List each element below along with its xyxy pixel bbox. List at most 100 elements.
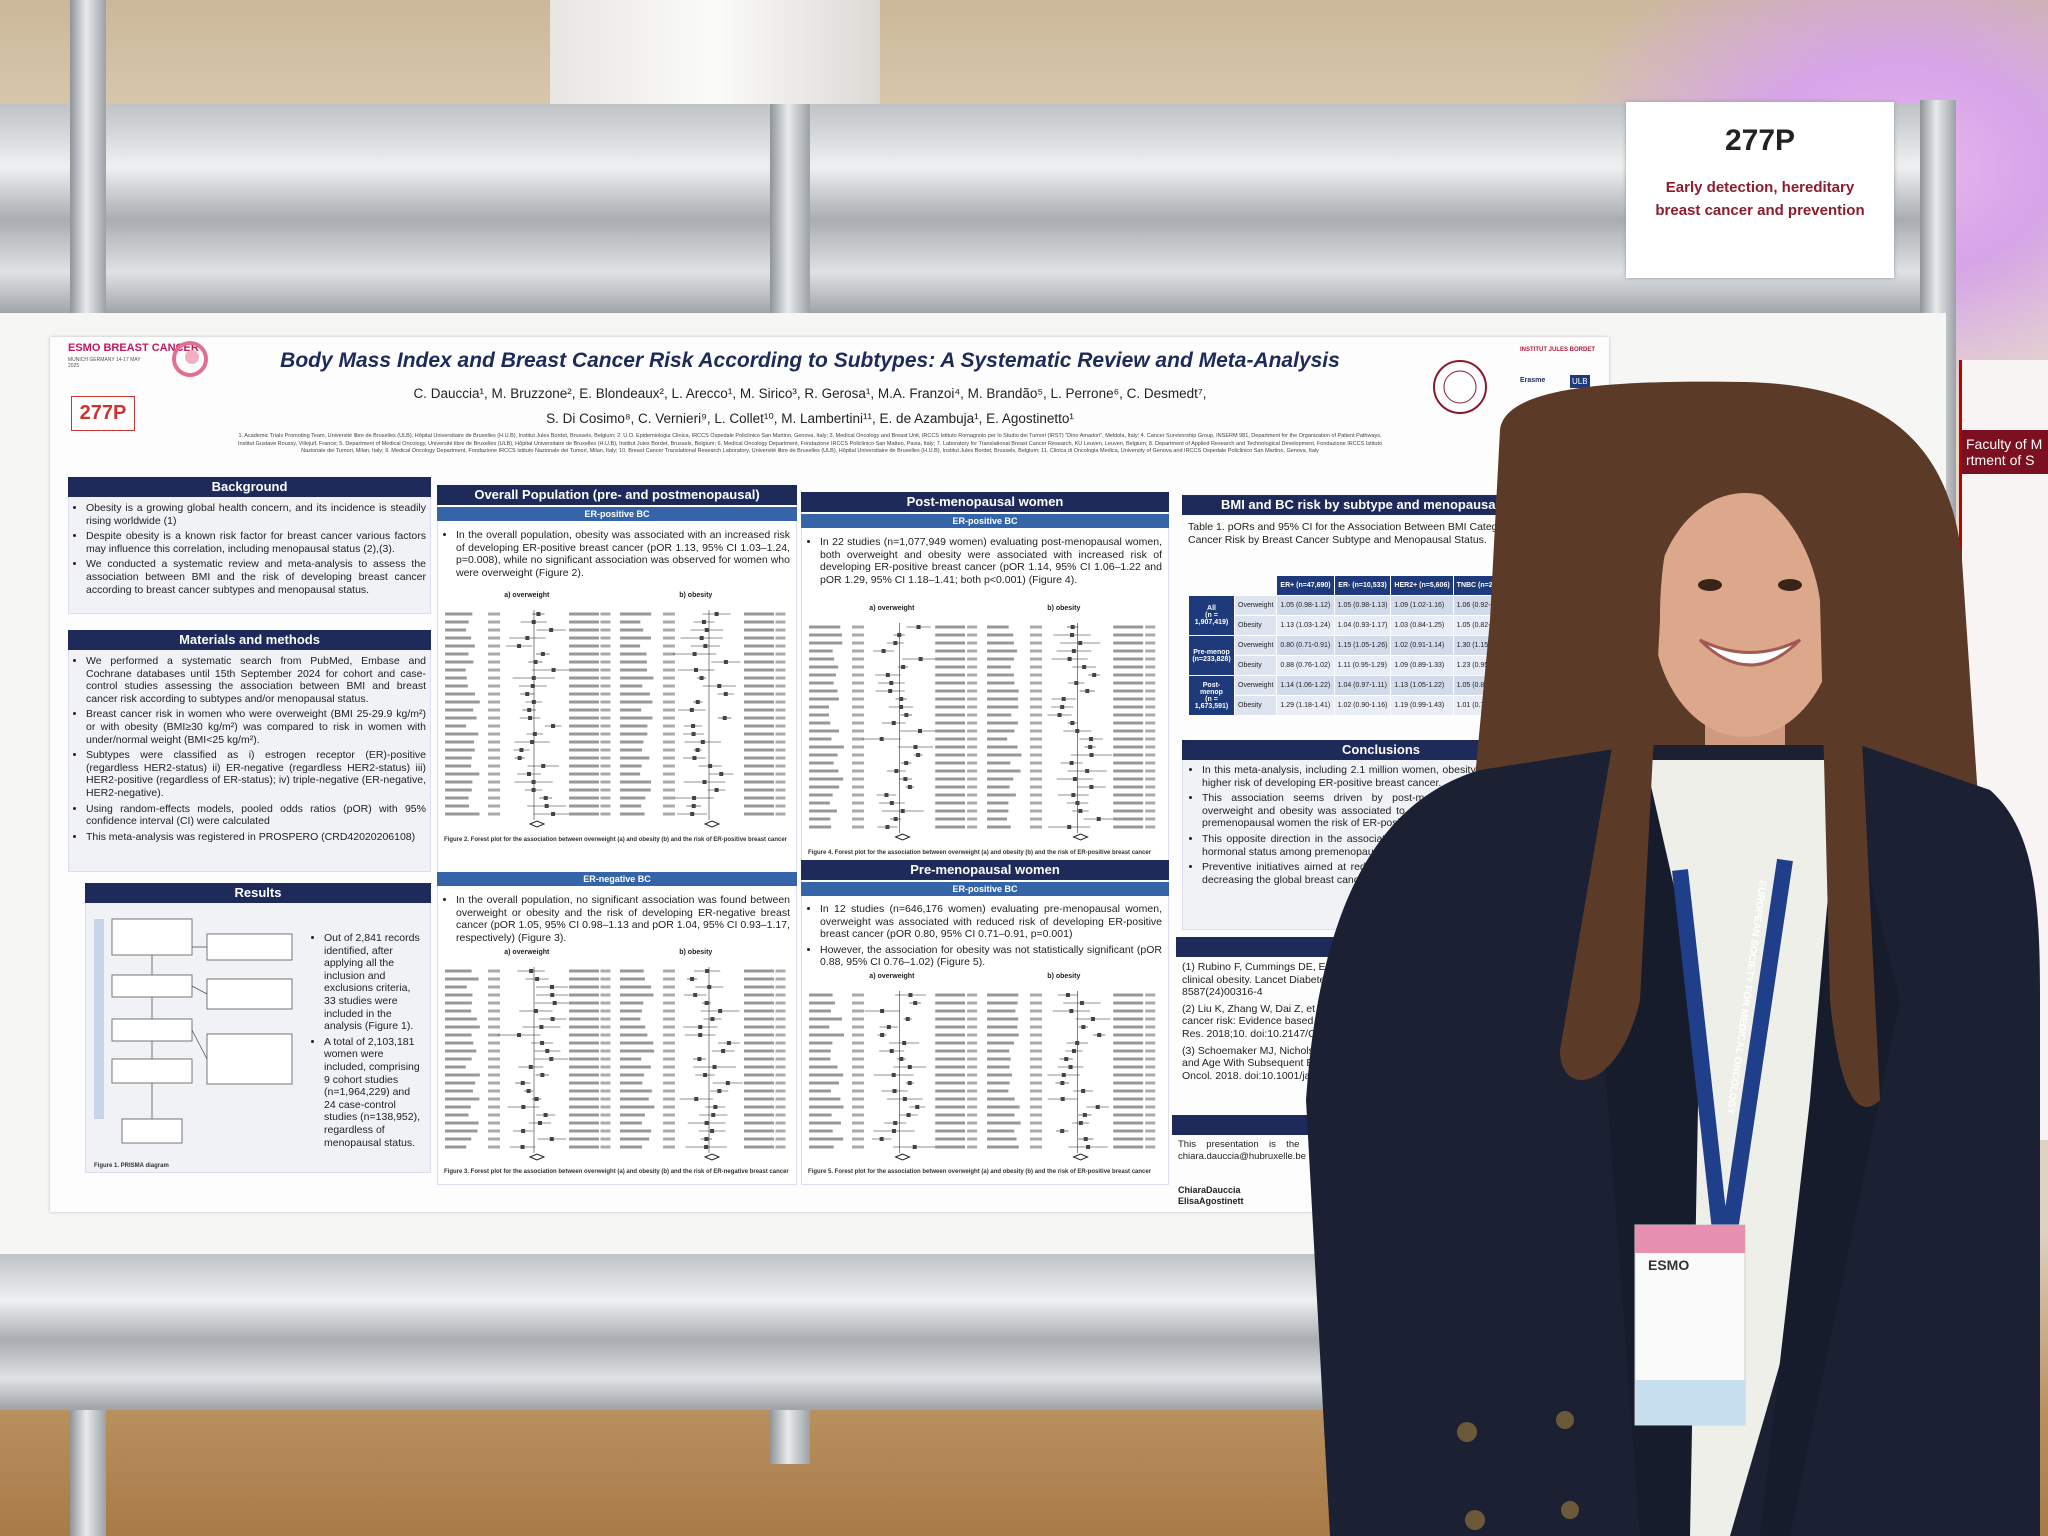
prisma-diagram (94, 918, 293, 1144)
point-estimate (718, 1009, 723, 1013)
row-text (775, 1033, 786, 1037)
row-text (1145, 1001, 1156, 1005)
row-text (987, 1121, 1021, 1125)
bullet: In 22 studies (n=1,077,949 women) evalua… (820, 536, 1162, 586)
row-text (569, 684, 599, 688)
point-estimate (880, 1033, 885, 1037)
row-text (488, 668, 500, 672)
row-text (1145, 1017, 1156, 1021)
row-text (488, 1065, 500, 1069)
row-text (488, 1017, 500, 1021)
bullet: We conducted a systematic review and met… (86, 558, 426, 596)
point-estimate (880, 1009, 885, 1013)
row-text (935, 633, 966, 637)
row-text (445, 1065, 466, 1069)
row-text (600, 796, 611, 800)
point-estimate (722, 716, 727, 720)
summary-diamond (894, 1153, 911, 1161)
row-text (569, 756, 599, 760)
point-estimate (544, 804, 549, 808)
row-text (1113, 625, 1144, 629)
row-text (1030, 1073, 1042, 1077)
row-text (852, 993, 864, 997)
row-text (1113, 1017, 1144, 1021)
column-header: ER- (n=10,533) (1333, 575, 1392, 596)
row-text (1030, 1041, 1042, 1045)
row-text (744, 1041, 774, 1045)
row-text (488, 612, 500, 616)
row-text (809, 649, 833, 653)
row-text (987, 993, 1019, 997)
point-estimate (710, 1129, 715, 1133)
row-text (569, 1049, 599, 1053)
row-text (445, 993, 473, 997)
row-text (663, 1113, 675, 1117)
row-text (744, 1089, 774, 1093)
row-text (935, 1073, 966, 1077)
badge-text: ESMO (1648, 1257, 1689, 1273)
row-text (1113, 1009, 1144, 1013)
point-estimate (531, 700, 536, 704)
row-text (852, 1001, 864, 1005)
row-text (620, 1001, 644, 1005)
figure-caption: Figure 4. Forest plot for the associatio… (808, 850, 1152, 856)
row-text (744, 1033, 774, 1037)
row-text (663, 644, 675, 648)
section-heading: Results (85, 883, 431, 903)
row-text (663, 676, 675, 680)
row-text (1113, 793, 1144, 797)
row-text (852, 705, 864, 709)
row-text (1145, 1121, 1156, 1125)
row-text (1113, 737, 1144, 741)
row-text (488, 1073, 500, 1077)
point-estimate (691, 732, 696, 736)
row-text (1030, 1113, 1042, 1117)
row-text (600, 636, 611, 640)
row-text (935, 737, 966, 741)
point-estimate (521, 1129, 526, 1133)
row-text (987, 1073, 1013, 1077)
row-text (445, 620, 469, 624)
row-text (775, 684, 786, 688)
row-text (663, 1105, 675, 1109)
row-text (620, 993, 654, 997)
row-text (967, 1009, 978, 1013)
row-text (852, 633, 864, 637)
row-text (488, 796, 500, 800)
row-text (569, 1025, 599, 1029)
row-text (1030, 1081, 1042, 1085)
bullet: Despite obesity is a known risk factor f… (86, 530, 426, 555)
row-text (967, 1041, 978, 1045)
plot-label: a) overweight (869, 973, 915, 980)
point-estimate (891, 1073, 896, 1077)
row-text (569, 724, 599, 728)
row-text (1145, 817, 1156, 821)
row-text (1145, 729, 1156, 733)
point-estimate (528, 716, 533, 720)
row-text (600, 1089, 611, 1093)
row-text (935, 1041, 966, 1045)
row-text (935, 769, 966, 773)
row-text (600, 1105, 611, 1109)
forest-plot (445, 967, 611, 1161)
row-text (987, 777, 1014, 781)
point-estimate (517, 756, 522, 760)
row-text (620, 788, 651, 792)
row-text (569, 1105, 599, 1109)
plot-label: a) overweight (504, 949, 550, 956)
row-text (935, 673, 966, 677)
point-estimate (900, 809, 905, 813)
row-text (488, 620, 500, 624)
row-text (488, 748, 500, 752)
row-text (663, 732, 675, 736)
neighbour-text: rtment of S (1966, 452, 2035, 468)
row-text (744, 724, 774, 728)
row-text (809, 721, 831, 725)
row-text (852, 753, 864, 757)
row-text (987, 681, 1015, 685)
row-text (445, 644, 475, 648)
point-estimate (694, 668, 699, 672)
point-estimate (907, 1081, 912, 1085)
point-estimate (719, 772, 724, 776)
row-text (600, 676, 611, 680)
